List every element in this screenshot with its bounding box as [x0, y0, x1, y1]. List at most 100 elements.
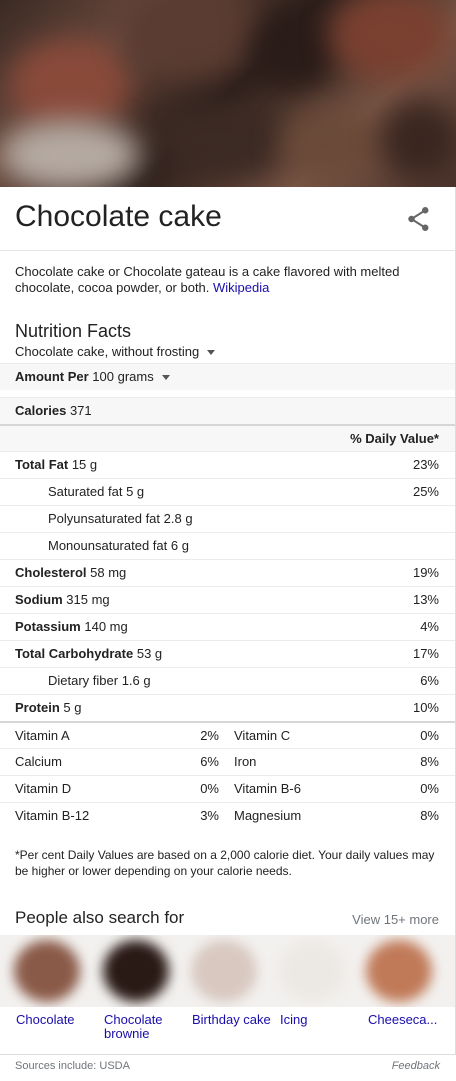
nutrient-name: Cholesterol — [15, 565, 87, 580]
daily-value-header: % Daily Value* — [350, 431, 439, 446]
nutrient-amount: 2.8 g — [163, 511, 193, 526]
hero-image[interactable] — [0, 0, 456, 187]
vitamin-daily-value: 8% — [420, 754, 439, 769]
nutrient-name: Saturated fat — [48, 484, 123, 499]
people-also-search-title: People also search for — [15, 908, 185, 927]
nutrient-amount: 5 g — [126, 484, 145, 499]
entity-chocolate[interactable]: Chocolate — [16, 1012, 75, 1027]
vitamin-daily-value: 8% — [420, 808, 439, 823]
nutrient-label: Monounsaturated fat 6 g — [48, 533, 189, 559]
nutrient-daily-value: 23% — [412, 457, 439, 472]
feedback-link[interactable]: Feedback — [391, 1060, 440, 1072]
nutrient-label: Cholesterol 58 mg — [15, 560, 126, 586]
related-thumbnails — [0, 935, 455, 1007]
nutrient-daily-value: 13% — [412, 592, 439, 607]
hero-blob — [10, 40, 130, 130]
nutrient-label: Polyunsaturated fat 2.8 g — [48, 506, 193, 532]
vitamin-daily-value: 0% — [200, 781, 219, 796]
nutrient-amount: 53 g — [136, 646, 163, 661]
view-more-link[interactable]: View 15+ more — [352, 912, 439, 927]
nutrient-row: Total Fat 15 g 23% — [0, 451, 455, 478]
nutrient-row: Protein 5 g 10% — [0, 694, 455, 721]
nutrient-daily-value: 17% — [412, 646, 439, 661]
variant-label: Chocolate cake, without frosting — [15, 344, 200, 359]
vitamin-name: Vitamin B-6 — [234, 781, 301, 796]
vitamin-name: Magnesium — [234, 808, 302, 823]
thumb-chocolate[interactable] — [14, 940, 80, 1002]
chevron-down-icon — [207, 350, 216, 356]
nutrient-row: Total Carbohydrate 53 g 17% — [0, 640, 455, 667]
nutrient-row: Sodium 315 mg 13% — [0, 586, 455, 613]
calories-value: 371 — [69, 403, 92, 418]
nutrient-amount: 6 g — [170, 538, 189, 553]
nutrient-label: Protein 5 g — [15, 695, 82, 721]
vitamin-name: Iron — [234, 754, 257, 769]
vitamin-daily-value: 6% — [200, 754, 219, 769]
nutrition-facts-title: Nutrition Facts — [15, 321, 132, 341]
nutrient-name: Total Fat — [15, 457, 69, 472]
vitamin-name: Calcium — [15, 754, 62, 769]
amount-per-row[interactable]: Amount Per 100 grams — [0, 363, 455, 390]
thumb-chocolate-brownie[interactable] — [103, 940, 169, 1002]
wikipedia-link[interactable]: Wikipedia — [213, 280, 270, 295]
vitamin-name: Vitamin A — [15, 728, 70, 743]
vitamin-name: Vitamin C — [234, 728, 291, 743]
page-title: Chocolate cake — [15, 200, 222, 233]
description-text: Chocolate cake or Chocolate gateau is a … — [15, 264, 400, 295]
vitamin-name: Vitamin B-12 — [15, 808, 90, 823]
hero-blob — [0, 120, 140, 187]
nutrient-label: Total Fat 15 g — [15, 452, 97, 478]
nutrient-label: Dietary fiber 1.6 g — [48, 668, 151, 694]
hero-blob — [250, 10, 340, 90]
knowledge-panel: Chocolate cake Chocolate cake or Chocola… — [0, 187, 456, 1055]
vitamin-daily-value: 0% — [420, 728, 439, 743]
hero-blob — [150, 100, 290, 180]
nutrient-row: Potassium 140 mg 4% — [0, 613, 455, 640]
hero-blob — [380, 100, 456, 180]
chevron-down-icon — [161, 375, 170, 381]
nutrient-amount: 15 g — [71, 457, 98, 472]
entity-chocolate-brownie[interactable]: Chocolate brownie — [104, 1012, 163, 1041]
entity-icing[interactable]: Icing — [280, 1012, 308, 1027]
amount-per-label: Amount Per — [15, 369, 89, 384]
nutrient-daily-value: 4% — [420, 619, 439, 634]
hero-blob — [280, 110, 380, 180]
entity-birthday-cake[interactable]: Birthday cake — [192, 1012, 271, 1027]
thumb-cheesecake[interactable] — [366, 940, 432, 1002]
nutrient-daily-value: 10% — [412, 700, 439, 715]
nutrient-name: Potassium — [15, 619, 81, 634]
nutrient-daily-value: 25% — [412, 484, 439, 499]
nutrient-row: Monounsaturated fat 6 g — [0, 532, 455, 559]
hero-blob — [120, 0, 260, 80]
share-icon[interactable] — [404, 204, 434, 234]
nutrient-amount: 58 mg — [90, 565, 127, 580]
thumb-birthday-cake[interactable] — [191, 940, 257, 1002]
nutrient-row: Cholesterol 58 mg 19% — [0, 559, 455, 586]
nutrient-name: Dietary fiber — [48, 673, 119, 688]
nutrient-name: Total Carbohydrate — [15, 646, 134, 661]
nutrient-daily-value: 19% — [412, 565, 439, 580]
nutrient-label: Saturated fat 5 g — [48, 479, 144, 505]
vitamin-row: Vitamin D 0% Vitamin B-6 0% — [0, 775, 455, 802]
vitamin-daily-value: 2% — [200, 728, 219, 743]
thumb-icing[interactable] — [279, 940, 345, 1002]
vitamin-row: Vitamin B-12 3% Magnesium 8% — [0, 802, 455, 829]
title-row: Chocolate cake — [0, 187, 455, 251]
vitamin-row: Calcium 6% Iron 8% — [0, 748, 455, 775]
nutrient-name: Sodium — [15, 592, 63, 607]
nutrient-label: Total Carbohydrate 53 g — [15, 641, 162, 667]
nutrient-label: Potassium 140 mg — [15, 614, 128, 640]
nutrient-amount: 5 g — [63, 700, 82, 715]
hero-blob — [330, 0, 450, 80]
nutrient-name: Protein — [15, 700, 60, 715]
variant-dropdown[interactable]: Chocolate cake, without frosting — [15, 344, 216, 359]
nutrient-row: Saturated fat 5 g 25% — [0, 478, 455, 505]
calories-row: Calories 371 — [0, 397, 455, 424]
vitamin-daily-value: 3% — [200, 808, 219, 823]
nutrient-amount: 140 mg — [84, 619, 128, 634]
nutrient-amount: 315 mg — [66, 592, 110, 607]
entity-cheesecake[interactable]: Cheeseca... — [368, 1012, 438, 1027]
sources-text: Sources include: USDA — [15, 1060, 130, 1072]
vitamin-name: Vitamin D — [15, 781, 72, 796]
daily-value-footnote: *Per cent Daily Values are based on a 2,… — [15, 848, 435, 878]
